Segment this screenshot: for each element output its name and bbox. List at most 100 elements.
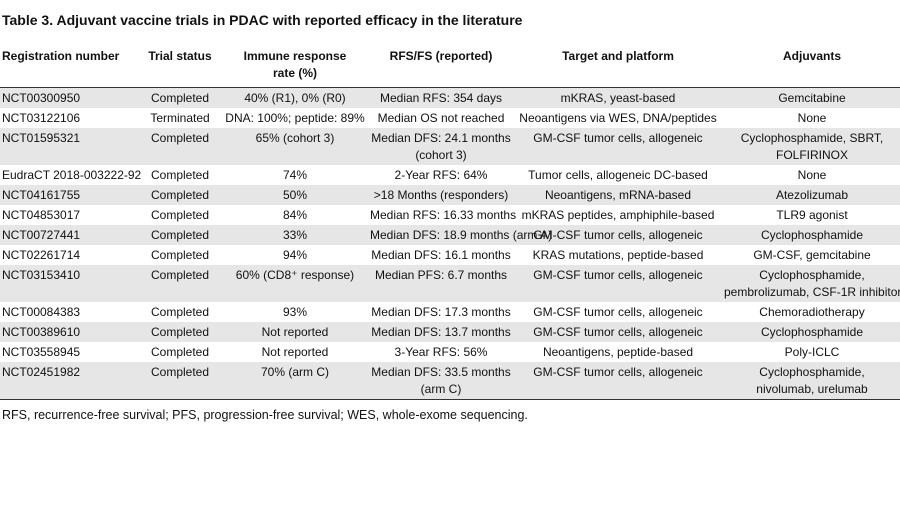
column-header: Adjuvants (724, 45, 900, 88)
table-cell: NCT00389610 (0, 322, 140, 342)
table-cell: Terminated (150, 111, 210, 125)
cell-line: nivolumab, urelumab (756, 382, 868, 396)
table-cell: Completed (140, 128, 220, 165)
table-row: NCT01595321 Completed 65% (cohort 3) Median… (0, 128, 900, 165)
table-cell: Completed (150, 168, 210, 182)
table-row: NCT03122106 Terminated DNA: 100%; peptide:… (0, 108, 900, 128)
table-cell: Not reported (261, 345, 329, 359)
table-row: NCT03558945 Completed Not reported 3-Year R… (0, 342, 900, 362)
header-row: Registration number Trial status Immune re… (0, 45, 900, 88)
table-cell: Not reported (220, 322, 370, 342)
table-header: Registration number Trial status Immune re… (0, 45, 900, 88)
table-cell: GM-CSF tumor cells, allogeneic (533, 305, 703, 319)
cell-line: Immune response (243, 49, 347, 63)
table-cell: Tumor cells, allogeneic DC-based (528, 168, 708, 182)
table-cell: Atezolizumab (724, 185, 900, 205)
table-cell: GM-CSF tumor cells, allogeneic (512, 322, 724, 342)
table-row: NCT04161755 Completed 50% >18 Months (respo… (0, 185, 900, 205)
table-row: NCT00300950 Completed 40% (R1), 0% (R0) Med… (0, 87, 900, 108)
table-cell: Completed (140, 322, 220, 342)
table-cell: Median DFS: 33.5 months (arm C) (370, 362, 512, 400)
table-row: EudraCT 2018-003222-92 Completed 74% 2-Year… (0, 165, 900, 185)
table-cell: 74% (282, 168, 308, 182)
table-cell: mKRAS, yeast-based (512, 87, 724, 108)
table-row: NCT04853017 Completed 84% Median RFS: 16.33… (0, 205, 900, 225)
table-cell: Poly-ICLC (784, 345, 840, 359)
table-cell: Neoantigens via WES, DNA/peptides (519, 111, 717, 125)
table-cell: 50% (220, 185, 370, 205)
table-cell: Completed (140, 185, 220, 205)
cell-line: Cyclophosphamide, (759, 268, 865, 282)
table-cell: Completed (150, 248, 210, 262)
table-row: NCT00084383 Completed 93% Median DFS: 17.3 … (0, 302, 900, 322)
column-header: Immune response rate (%) (220, 45, 370, 88)
table-cell: NCT00727441 (0, 225, 140, 245)
table-row: NCT00389610 Completed Not reported Median D… (0, 322, 900, 342)
table-cell: GM-CSF tumor cells, allogeneic (512, 225, 724, 245)
table: Registration number Trial status Immune re… (0, 45, 900, 400)
table-cell: Median RFS: 16.33 months (370, 208, 517, 222)
table-cell: Completed (140, 362, 220, 400)
table-cell: Completed (150, 208, 210, 222)
table-cell: GM-CSF tumor cells, allogeneic (512, 265, 724, 302)
table-cell: NCT03122106 (2, 111, 81, 125)
table-cell: None (797, 168, 827, 182)
table-cell: Median DFS: 16.1 months (371, 248, 511, 262)
column-header: Registration number (0, 45, 140, 88)
table-cell: Completed (140, 265, 220, 302)
table-cell: Cyclophosphamide, pembrolizumab, CSF-1R i… (724, 265, 900, 302)
table-cell: 33% (220, 225, 370, 245)
footnote: RFS, recurrence-free survival; PFS, prog… (2, 408, 528, 422)
table-title: Table 3. Adjuvant vaccine trials in PDAC… (2, 12, 523, 28)
table-cell: Completed (140, 87, 220, 108)
cell-line: (cohort 3) (415, 148, 467, 162)
table-row: NCT02261714 Completed 94% Median DFS: 16.1 … (0, 245, 900, 265)
column-header: RFS/FS (reported) (370, 45, 512, 88)
table-cell: Cyclophosphamide (724, 322, 900, 342)
cell-line: Median DFS: 24.1 months (371, 131, 511, 145)
table-cell: NCT00084383 (2, 305, 81, 319)
table-cell: 84% (282, 208, 308, 222)
column-header: Target and platform (512, 45, 724, 88)
table-row: NCT00727441 Completed 33% Median DFS: 18.9 … (0, 225, 900, 245)
table-cell: 40% (R1), 0% (R0) (220, 87, 370, 108)
table-cell: 94% (282, 248, 308, 262)
table-row: NCT02451982 Completed 70% (arm C) Median DF… (0, 362, 900, 400)
cell-line: Cyclophosphamide, (759, 365, 865, 379)
table-cell: EudraCT 2018-003222-92 (2, 168, 142, 182)
table-cell: DNA: 100%; peptide: 89% (225, 111, 365, 125)
table-cell: 2-Year RFS: 64% (394, 168, 488, 182)
table-cell: Median DFS: 13.7 months (370, 322, 512, 342)
table-cell: Median DFS: 17.3 months (371, 305, 511, 319)
cell-line: Cyclophosphamide, SBRT, (740, 131, 884, 145)
table-cell: mKRAS peptides, amphiphile-based (521, 208, 715, 222)
table-cell: Chemoradiotherapy (759, 305, 865, 319)
table-cell: NCT00300950 (0, 87, 140, 108)
cell-line: (arm C) (420, 382, 462, 396)
table-cell: NCT02261714 (2, 248, 81, 262)
table-cell: GM-CSF tumor cells, allogeneic (512, 362, 724, 400)
table-cell: NCT04853017 (2, 208, 81, 222)
table-cell: 3-Year RFS: 56% (394, 345, 488, 359)
table-cell: Median DFS: 18.9 months (arm A) (370, 225, 552, 245)
table-cell: Neoantigens, mRNA-based (512, 185, 724, 205)
table-cell: Neoantigens, peptide-based (542, 345, 694, 359)
table-cell: Completed (140, 225, 220, 245)
cell-line: rate (%) (272, 66, 317, 80)
cell-line: FOLFIRINOX (775, 148, 848, 162)
cell-line: pembrolizumab, CSF-1R inhibitor (724, 285, 900, 299)
table-cell: 70% (arm C) (220, 362, 370, 400)
table-cell: Cyclophosphamide (724, 225, 900, 245)
table-body: NCT00300950 Completed 40% (R1), 0% (R0) Med… (0, 87, 900, 400)
table-cell: NCT01595321 (0, 128, 140, 165)
table-row: NCT03153410 Completed 60% (CD8⁺ response) M… (0, 265, 900, 302)
column-header: Trial status (140, 45, 220, 88)
table-cell: NCT03558945 (2, 345, 81, 359)
table-cell: None (797, 111, 827, 125)
table-cell: Completed (150, 305, 210, 319)
table-cell: GM-CSF, gemcitabine (753, 248, 871, 262)
table-cell: 60% (CD8⁺ response) (220, 265, 370, 302)
table-cell: GM-CSF tumor cells, allogeneic (512, 128, 724, 165)
table-cell: Cyclophosphamide, nivolumab, urelumab (724, 362, 900, 400)
table-cell: Completed (150, 345, 210, 359)
